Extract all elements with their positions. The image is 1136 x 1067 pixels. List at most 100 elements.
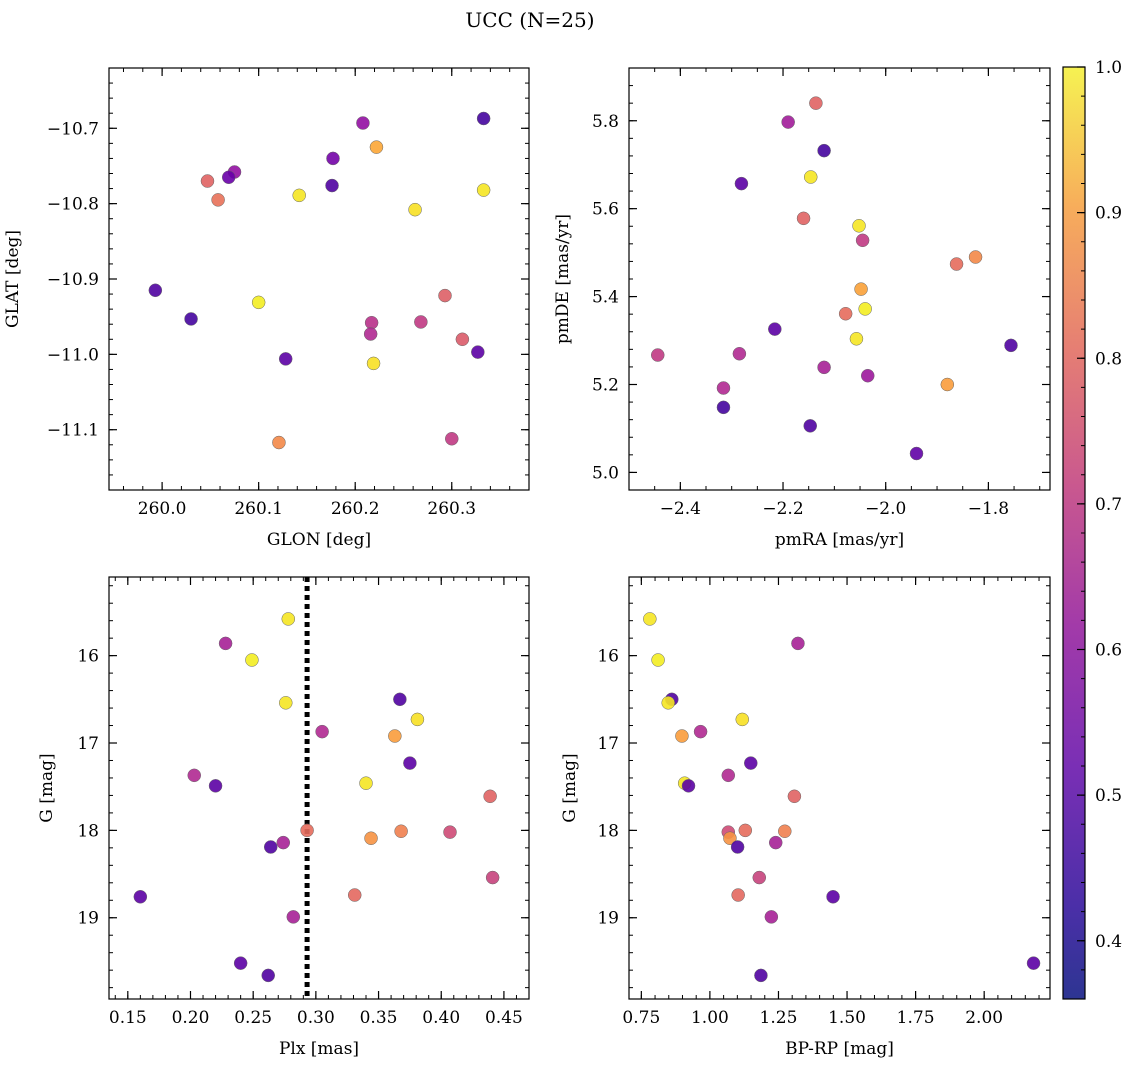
data-point: [681, 779, 696, 793]
x-tick-label: 0.75: [622, 1008, 660, 1028]
scatter-panel-glon-glat: 260.0 260.1 260.2 260.3 −10.7 −10.8 −10.9 −11.0…: [3, 67, 530, 550]
data-point: [754, 968, 768, 983]
y-tick-label: 5.4: [592, 288, 619, 308]
x-tick-label: 1.50: [828, 1008, 866, 1028]
data-point: [410, 712, 425, 727]
x-tick-label: 1.75: [897, 1008, 935, 1028]
y-tick-label: 16: [597, 647, 619, 667]
x-tick-label: 260.0: [138, 499, 187, 519]
data-point: [211, 193, 225, 207]
scatter-panel-plx-g: 0.15 0.20 0.25 0.30 0.35 0.40 0.45 16 17 18 19 Plx …: [37, 576, 530, 1059]
data-point: [364, 831, 378, 845]
data-point: [218, 636, 233, 651]
data-point: [651, 348, 665, 362]
data-point: [909, 446, 924, 461]
colorbar-tick-label: 0.5: [1095, 786, 1122, 806]
y-tick-label: −11.0: [47, 345, 99, 365]
data-point: [394, 824, 408, 838]
data-point: [826, 890, 840, 904]
x-tick-label: 0.30: [297, 1008, 335, 1028]
y-tick-label: 5.0: [592, 463, 619, 483]
x-tick-label: 0.20: [172, 1008, 210, 1028]
y-tick-label: 17: [77, 734, 99, 754]
data-point: [721, 768, 736, 783]
x-tick-label: 260.3: [427, 499, 476, 519]
data-point: [716, 381, 731, 395]
data-point: [245, 653, 259, 667]
y-axis-label: GLAT [deg]: [3, 230, 23, 328]
data-point: [148, 283, 163, 298]
axes-frame: [108, 67, 530, 491]
data-point: [744, 756, 758, 770]
y-tick-label: 5.2: [592, 376, 619, 396]
data-point: [347, 888, 362, 902]
data-point: [803, 419, 817, 433]
x-tick-label: 0.25: [234, 1008, 272, 1028]
data-point: [326, 151, 340, 166]
data-point: [817, 143, 831, 158]
data-point: [388, 729, 402, 743]
data-point: [1026, 956, 1041, 970]
data-point: [187, 768, 202, 783]
data-point: [276, 835, 291, 850]
data-point: [356, 116, 370, 130]
y-tick-label: 18: [77, 821, 99, 841]
data-point: [764, 910, 779, 924]
y-tick-label: 17: [597, 734, 619, 754]
colorbar-tick-label: 0.7: [1095, 495, 1122, 515]
y-tick-label: 5.8: [592, 112, 619, 132]
data-point: [414, 315, 428, 329]
colorbar-tick-label: 1.0: [1095, 58, 1122, 78]
data-point: [796, 211, 811, 226]
x-tick-label: 0.40: [422, 1008, 460, 1028]
data-point: [803, 170, 818, 184]
axes-frame: [628, 67, 1051, 491]
data-point: [315, 724, 329, 739]
x-tick-label: −2.2: [762, 499, 803, 519]
data-point: [438, 288, 452, 303]
data-point: [731, 888, 745, 902]
data-point: [278, 352, 293, 366]
data-point: [852, 219, 866, 233]
data-point: [734, 176, 749, 191]
data-point: [1004, 338, 1018, 353]
data-point: [768, 835, 783, 850]
data-point: [408, 202, 422, 217]
data-point: [778, 824, 792, 838]
x-tick-label: −1.8: [968, 499, 1009, 519]
data-point: [723, 831, 737, 845]
y-tick-label: 18: [597, 821, 619, 841]
colorbar-tick-label: 0.4: [1095, 932, 1122, 952]
data-point: [325, 178, 339, 193]
data-point: [286, 910, 301, 924]
data-point: [968, 250, 983, 264]
data-point: [476, 183, 491, 197]
data-point: [363, 327, 378, 341]
data-point: [261, 968, 275, 983]
data-point: [483, 789, 497, 804]
x-tick-label: 260.2: [331, 499, 380, 519]
data-point: [471, 345, 485, 359]
data-point: [221, 170, 236, 185]
x-tick-label: −2.0: [865, 499, 906, 519]
data-point: [281, 612, 296, 626]
data-point: [403, 756, 417, 770]
data-point: [768, 322, 782, 336]
x-tick-label: 1.00: [691, 1008, 729, 1028]
data-point: [787, 789, 802, 804]
y-tick-label: −11.1: [47, 421, 99, 441]
data-point: [200, 174, 215, 188]
scatter-panel-pmra-pmde: −2.4 −2.2 −2.0 −1.8 5.0 5.2 5.4 5.6 5.8 pmRA [mas…: [553, 67, 1051, 550]
data-point: [949, 257, 964, 271]
data-point: [809, 96, 823, 110]
data-point: [300, 823, 314, 838]
data-point: [661, 696, 675, 710]
data-point: [364, 315, 379, 330]
data-point: [485, 870, 500, 885]
data-point: [838, 306, 853, 321]
colorbar: 0.4 0.5 0.6 0.7 0.8 0.9 1.0: [1062, 58, 1122, 1000]
y-tick-label: −10.9: [47, 270, 99, 290]
data-point: [251, 295, 266, 310]
data-point: [730, 840, 745, 854]
